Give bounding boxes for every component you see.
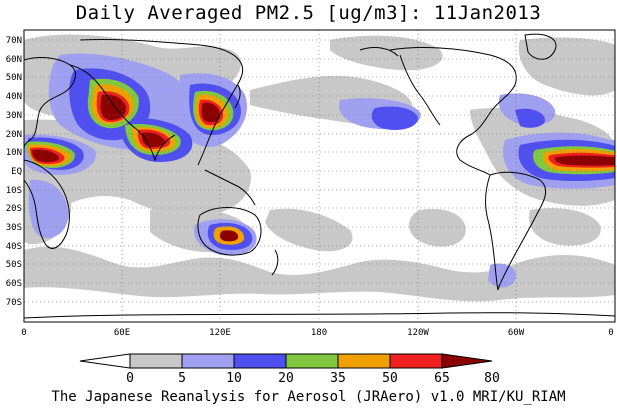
lat-tick-label: 60N (6, 55, 22, 65)
colorbar-tick-label: 35 (330, 371, 346, 386)
colorbar-segment (389, 353, 443, 369)
longitude-labels: 0 60E 120E 180 120W 60W 0 (21, 328, 613, 338)
lat-tick-label: EQ (11, 167, 22, 177)
lat-tick-label: 30S (6, 223, 22, 233)
lon-tick-label: 180 (311, 328, 327, 338)
coastlines (24, 33, 615, 319)
footer-credit: The Japanese Reanalysis for Aerosol (JRA… (51, 389, 566, 405)
colorbar-tick-label: 0 (126, 371, 134, 386)
colorbar-tick-label: 10 (226, 371, 242, 386)
map-title: Daily Averaged PM2.5 [ug/m3]: 11Jan2013 (75, 2, 542, 24)
colorbar-tick-label: 65 (434, 371, 450, 386)
pm25-field (24, 30, 615, 322)
colorbar-segment (233, 353, 287, 369)
lon-tick-label: 120E (209, 328, 231, 338)
lat-tick-label: 50S (6, 260, 22, 270)
lat-tick-label: 10N (6, 148, 22, 158)
colorbar-tick-label: 5 (178, 371, 186, 386)
lon-tick-label: 60E (114, 328, 130, 338)
colorbar-tick-label: 20 (278, 371, 294, 386)
lat-tick-label: 40N (6, 92, 22, 102)
lat-tick-label: 40S (6, 242, 22, 252)
lat-tick-label: 70N (6, 36, 22, 46)
latitude-labels: 70N 60N 50N 40N 30N 20N 10N EQ 10S 20S 3… (6, 36, 22, 308)
lat-tick-label: 30N (6, 111, 22, 121)
lat-tick-label: 20S (6, 204, 22, 214)
colorbar-segment (129, 353, 183, 369)
colorbar-segment (441, 353, 493, 369)
colorbar-segment (285, 353, 339, 369)
colorbar-tick-label: 80 (484, 371, 500, 386)
colorbar-segment (181, 353, 235, 369)
lon-tick-label: 0 (21, 328, 26, 338)
colorbar: 0 5 10 20 35 50 65 80 (79, 353, 500, 386)
lat-tick-label: 70S (6, 298, 22, 308)
lat-tick-label: 20N (6, 130, 22, 140)
lon-tick-label: 60W (508, 328, 525, 338)
colorbar-segment (79, 353, 131, 369)
lat-tick-label: 50N (6, 73, 22, 83)
lat-tick-label: 10S (6, 186, 22, 196)
colorbar-segment (337, 353, 391, 369)
lat-tick-label: 60S (6, 279, 22, 289)
lon-tick-label: 0 (608, 328, 613, 338)
map-frame (23, 29, 616, 323)
colorbar-tick-label: 50 (382, 371, 398, 386)
lon-tick-label: 120W (407, 328, 429, 338)
graticule (24, 30, 615, 322)
